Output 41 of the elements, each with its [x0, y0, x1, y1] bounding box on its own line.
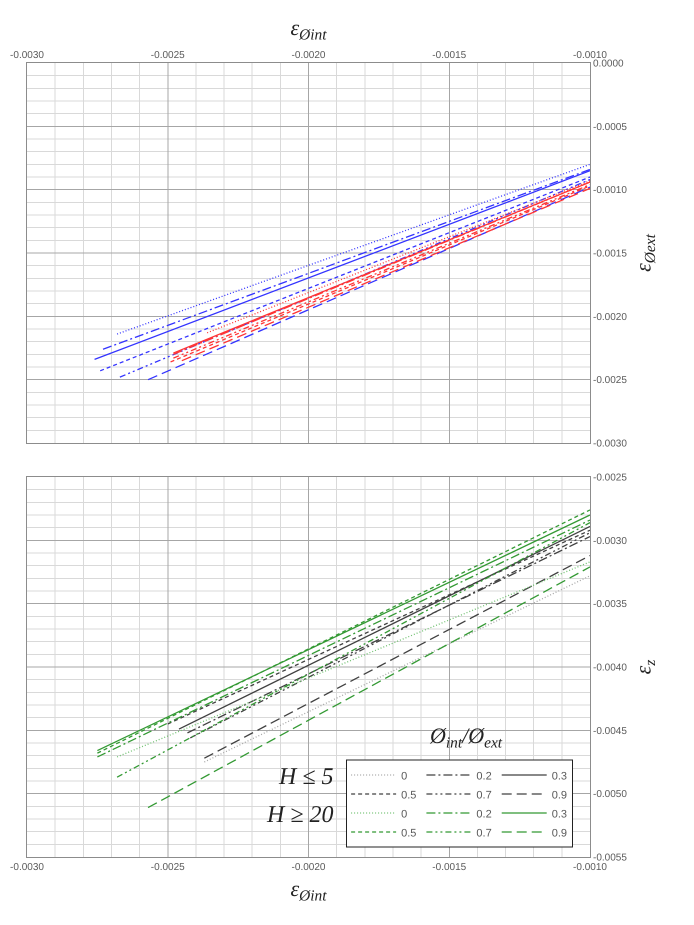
y-tick-label: -0.0035: [593, 599, 628, 610]
legend-label: 0.7: [476, 789, 492, 802]
x-tick-label: -0.0025: [150, 862, 186, 873]
y-tick-label: -0.0040: [593, 662, 628, 674]
y-tick-label: -0.0005: [593, 122, 628, 133]
y-tick-label: -0.0015: [593, 248, 628, 260]
y-tick-label: -0.0045: [593, 726, 628, 737]
legend-label: 0.5: [401, 789, 416, 802]
legend-label: 0.9: [552, 827, 567, 840]
x-tick-label: -0.0020: [292, 862, 326, 873]
x-tick-label: -0.0030: [10, 50, 44, 61]
y-tick-label: -0.0055: [593, 852, 628, 864]
legend-label: 0.7: [476, 827, 492, 840]
legend-label: 0.3: [552, 808, 567, 820]
x-tick-label: -0.0025: [150, 50, 186, 61]
annotation: H ≥ 20: [266, 802, 334, 828]
legend-label: 0.3: [552, 770, 567, 782]
x-axis-title: ε$_{Øint}$: [290, 14, 328, 44]
y-tick-label: 0.0000: [593, 58, 624, 70]
y-tick-label: -0.0030: [593, 536, 628, 547]
y-tick-label: -0.0025: [593, 472, 628, 484]
y-tick-label: -0.0020: [593, 312, 628, 323]
legend-title: Ø$_{int}$/Ø$_{ext}$: [429, 723, 503, 752]
x-tick-label: -0.0010: [573, 50, 608, 61]
legend-label: 0.5: [401, 827, 416, 840]
y-tick-label: -0.0050: [593, 789, 628, 800]
annotation: H ≤ 5: [278, 764, 334, 790]
legend-label: 0.2: [476, 770, 492, 782]
y-tick-label: -0.0010: [593, 185, 628, 196]
legend-label: 0.2: [476, 808, 492, 820]
x-tick-label: -0.0020: [292, 50, 326, 61]
y-tick-label: -0.0025: [593, 375, 628, 386]
x-tick-label: -0.0030: [10, 862, 44, 873]
legend-label: 0.9: [552, 789, 567, 802]
x-tick-label: -0.0010: [573, 862, 608, 873]
x-tick-label: -0.0015: [432, 50, 467, 61]
legend-label: 0: [401, 770, 408, 782]
legend-label: 0: [401, 808, 408, 820]
x-axis-title: ε$_{Øint}$: [290, 876, 328, 905]
y-tick-label: -0.0030: [593, 438, 628, 450]
x-tick-label: -0.0015: [432, 862, 467, 873]
